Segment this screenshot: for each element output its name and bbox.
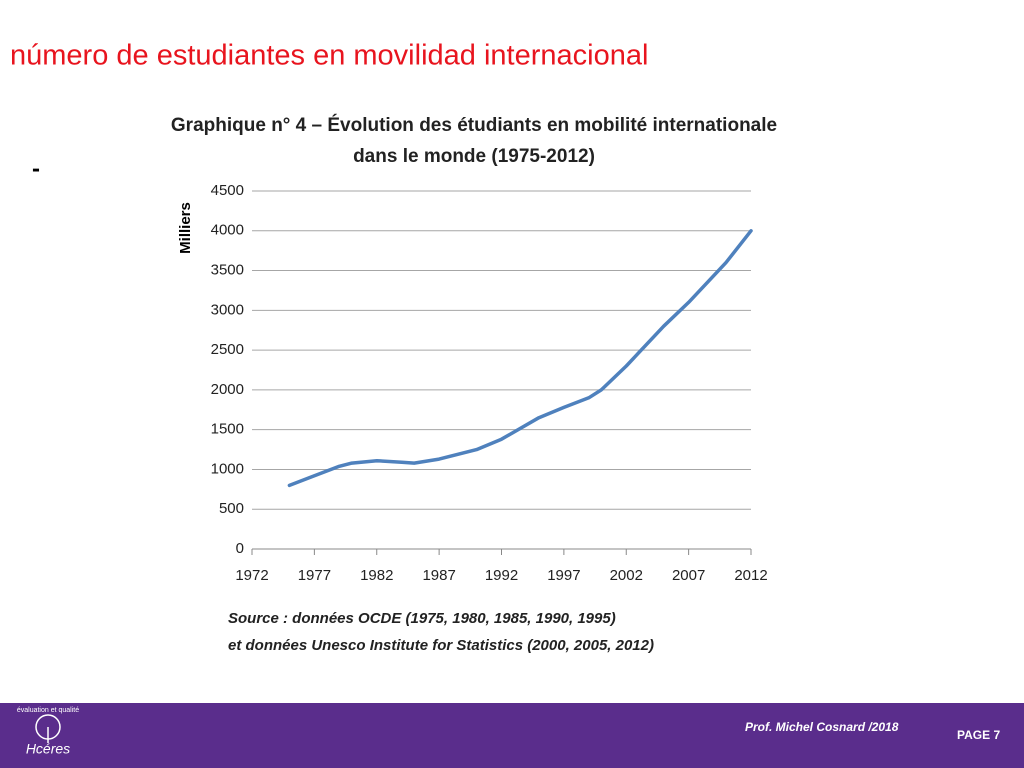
source: et données Unesco Institute for Statisti… [228, 637, 654, 654]
bullet: - [32, 155, 40, 182]
x-tick-label: 2012 [734, 567, 767, 584]
y-axis-label: Milliers [177, 202, 194, 254]
chart-title: dans le monde (1975-2012) [353, 146, 595, 167]
footer-author: Prof. Michel Cosnard /2018 [745, 720, 899, 734]
x-tick-label: 1977 [298, 567, 331, 584]
x-tick-label: 1992 [485, 567, 518, 584]
x-tick-label: 2007 [672, 567, 705, 584]
y-tick-label: 3000 [211, 301, 244, 318]
y-tick-label: 4500 [211, 182, 244, 199]
x-tick-label: 1987 [422, 567, 455, 584]
x-tick-label: 1972 [235, 567, 268, 584]
y-tick-label: 2500 [211, 341, 244, 358]
data-line [287, 229, 753, 488]
y-tick-label: 500 [219, 500, 244, 517]
logo-arc: évaluation et qualité [17, 707, 79, 714]
heading: número de estudiantes en movilidad inter… [10, 40, 648, 72]
x-tick-label: 1982 [360, 567, 393, 584]
logo: Hcéres [26, 741, 70, 757]
y-tick-label: 4000 [211, 222, 244, 239]
y-tick-label: 2000 [211, 381, 244, 398]
logo-tree [35, 714, 61, 743]
footer-band [0, 703, 1024, 768]
x-tick-label: 2002 [610, 567, 643, 584]
y-tick-label: 1000 [211, 460, 244, 477]
y-tick-label: 0 [236, 540, 244, 557]
y-tick-label: 3500 [211, 262, 244, 279]
chart-title: Graphique n° 4 – Évolution des étudiants… [171, 114, 777, 136]
x-tick-label: 1997 [547, 567, 580, 584]
page-number: PAGE 7 [957, 728, 1000, 742]
source: Source : données OCDE (1975, 1980, 1985,… [228, 610, 616, 627]
y-tick-label: 1500 [211, 421, 244, 438]
